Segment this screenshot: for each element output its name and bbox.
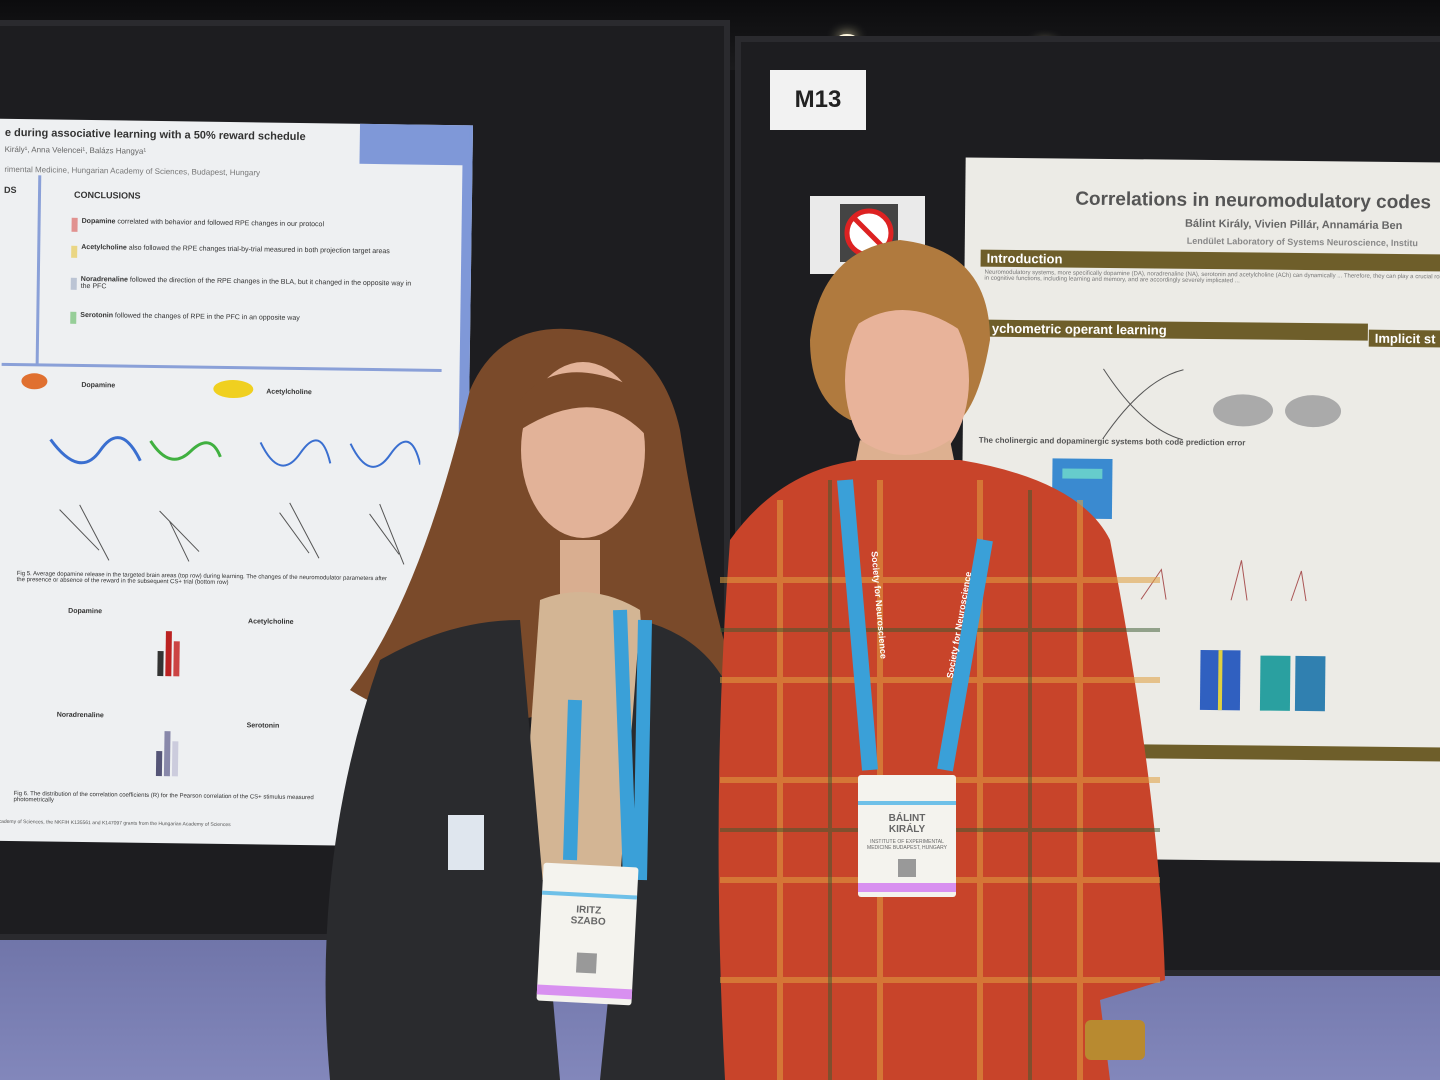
poster-left: e during associative learning with a 50%…: [0, 118, 474, 848]
name-badge-left: IRITZ SZABO: [536, 862, 639, 1006]
trace-line: [49, 436, 142, 465]
heatmap: [1259, 655, 1291, 711]
pin-badge: [448, 815, 484, 870]
brain-diagram: [1213, 394, 1274, 427]
lanyard: [613, 609, 652, 881]
wristwatch: [1085, 1020, 1145, 1060]
psychometric-curve: [1102, 368, 1184, 441]
bar-chart: [155, 731, 179, 777]
badge-last-name: KIRÁLY: [888, 824, 926, 835]
qr-code: [575, 952, 597, 974]
figure-traces: [49, 436, 422, 565]
trace-line: [349, 440, 422, 468]
brain-diagram: [1285, 395, 1342, 428]
bar-chart: [157, 631, 180, 677]
name-badge-right: BÁLINT KIRÁLY INSTITUTE OF EXPERIMENTAL …: [858, 775, 956, 897]
heatmap: [1294, 655, 1326, 712]
trace-line: [149, 440, 222, 461]
lanyard: [837, 479, 993, 772]
trace-line: [1140, 560, 1307, 602]
booth-number-sign: M13: [770, 70, 866, 130]
person-right: [718, 240, 1165, 1080]
badge-first-name: BÁLINT: [888, 813, 926, 824]
lanyard: [563, 699, 582, 861]
trace-line: [259, 439, 332, 467]
badge-institute: INSTITUTE OF EXPERIMENTAL MEDICINE BUDAP…: [867, 839, 947, 851]
scatter-panels: [59, 502, 405, 565]
qr-code: [898, 859, 916, 877]
